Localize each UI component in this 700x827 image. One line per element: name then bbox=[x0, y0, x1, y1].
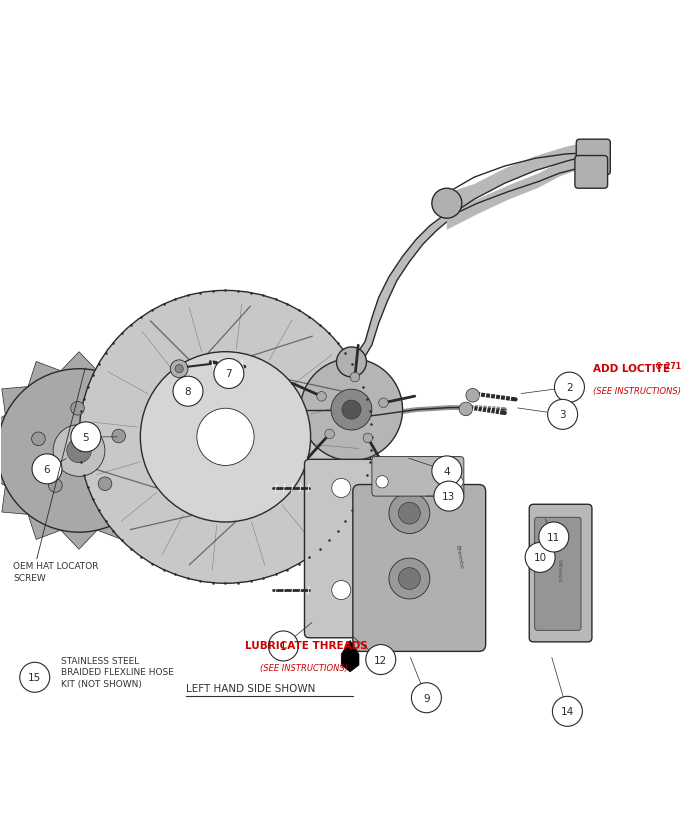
Circle shape bbox=[0, 370, 161, 533]
Circle shape bbox=[98, 477, 112, 491]
Circle shape bbox=[53, 425, 105, 477]
Circle shape bbox=[412, 683, 442, 713]
Circle shape bbox=[32, 454, 62, 485]
Circle shape bbox=[175, 366, 183, 373]
Circle shape bbox=[350, 373, 360, 382]
Circle shape bbox=[66, 438, 91, 463]
Text: 9: 9 bbox=[423, 693, 430, 703]
Polygon shape bbox=[2, 387, 28, 415]
Polygon shape bbox=[342, 641, 359, 672]
Circle shape bbox=[173, 377, 203, 407]
Text: Brembo: Brembo bbox=[454, 544, 463, 569]
Circle shape bbox=[554, 373, 584, 403]
Polygon shape bbox=[28, 514, 61, 540]
Polygon shape bbox=[130, 387, 156, 415]
Circle shape bbox=[398, 503, 420, 524]
Polygon shape bbox=[2, 486, 28, 514]
Circle shape bbox=[539, 523, 569, 552]
Text: 15: 15 bbox=[28, 672, 41, 682]
Text: 2: 2 bbox=[566, 383, 573, 393]
Polygon shape bbox=[153, 415, 175, 451]
Text: ® 271: ® 271 bbox=[654, 361, 680, 370]
Polygon shape bbox=[130, 486, 156, 514]
Text: 10: 10 bbox=[533, 552, 547, 562]
FancyBboxPatch shape bbox=[529, 504, 592, 642]
Polygon shape bbox=[97, 514, 130, 540]
Circle shape bbox=[197, 409, 254, 466]
Text: STAINLESS STEEL
BRAIDED FLEXLINE HOSE
KIT (NOT SHOWN): STAINLESS STEEL BRAIDED FLEXLINE HOSE KI… bbox=[61, 656, 174, 688]
Text: 8: 8 bbox=[185, 387, 191, 397]
Text: OEM HAT LOCATOR
SCREW: OEM HAT LOCATOR SCREW bbox=[13, 562, 99, 582]
Circle shape bbox=[398, 568, 420, 590]
FancyBboxPatch shape bbox=[304, 460, 375, 638]
Polygon shape bbox=[97, 362, 130, 387]
Circle shape bbox=[268, 631, 298, 661]
Polygon shape bbox=[61, 530, 97, 550]
Circle shape bbox=[32, 433, 46, 446]
Circle shape bbox=[71, 402, 85, 415]
Text: 1: 1 bbox=[280, 641, 287, 651]
Circle shape bbox=[432, 189, 462, 219]
Circle shape bbox=[112, 430, 125, 443]
Circle shape bbox=[331, 390, 372, 431]
Text: 14: 14 bbox=[561, 706, 574, 716]
Circle shape bbox=[547, 400, 577, 430]
Circle shape bbox=[71, 423, 101, 452]
Circle shape bbox=[525, 543, 555, 572]
Circle shape bbox=[317, 392, 326, 402]
Text: LUBRICATE THREADS: LUBRICATE THREADS bbox=[244, 640, 368, 650]
Circle shape bbox=[434, 481, 464, 511]
FancyBboxPatch shape bbox=[575, 156, 608, 189]
Circle shape bbox=[363, 433, 372, 443]
Polygon shape bbox=[0, 451, 6, 486]
Polygon shape bbox=[153, 451, 175, 486]
Circle shape bbox=[337, 347, 367, 377]
Circle shape bbox=[342, 400, 361, 419]
Text: ADD LOCTITE: ADD LOCTITE bbox=[594, 364, 671, 374]
Text: Wilwood: Wilwood bbox=[556, 558, 561, 581]
Circle shape bbox=[466, 389, 480, 403]
Text: 11: 11 bbox=[547, 533, 561, 543]
Polygon shape bbox=[447, 155, 585, 231]
Circle shape bbox=[459, 403, 473, 416]
Circle shape bbox=[48, 479, 62, 493]
Text: 5: 5 bbox=[83, 433, 89, 442]
Circle shape bbox=[432, 457, 462, 486]
Text: (SEE INSTRUCTIONS): (SEE INSTRUCTIONS) bbox=[594, 386, 681, 395]
Text: LEFT HAND SIDE SHOWN: LEFT HAND SIDE SHOWN bbox=[186, 683, 315, 693]
Polygon shape bbox=[351, 209, 457, 362]
FancyBboxPatch shape bbox=[576, 140, 610, 175]
FancyBboxPatch shape bbox=[372, 457, 464, 496]
Text: 12: 12 bbox=[374, 655, 387, 665]
Polygon shape bbox=[447, 143, 588, 218]
Circle shape bbox=[79, 291, 372, 584]
Circle shape bbox=[332, 479, 351, 498]
Text: 3: 3 bbox=[559, 410, 566, 420]
Text: 13: 13 bbox=[442, 491, 456, 501]
Circle shape bbox=[170, 361, 188, 378]
Circle shape bbox=[300, 359, 402, 461]
Text: 4: 4 bbox=[444, 466, 450, 476]
FancyBboxPatch shape bbox=[535, 518, 581, 630]
Text: 7: 7 bbox=[225, 369, 232, 379]
Circle shape bbox=[379, 399, 389, 408]
Polygon shape bbox=[61, 352, 97, 371]
Circle shape bbox=[214, 359, 244, 389]
Circle shape bbox=[389, 558, 430, 600]
Circle shape bbox=[376, 476, 389, 488]
Circle shape bbox=[332, 581, 351, 600]
Circle shape bbox=[389, 493, 430, 534]
Text: (SEE INSTRUCTIONS): (SEE INSTRUCTIONS) bbox=[260, 663, 347, 672]
Polygon shape bbox=[0, 415, 6, 451]
Text: 6: 6 bbox=[43, 464, 50, 474]
Circle shape bbox=[20, 662, 50, 692]
Polygon shape bbox=[28, 362, 61, 387]
Circle shape bbox=[451, 476, 463, 488]
Circle shape bbox=[325, 429, 335, 439]
Circle shape bbox=[366, 645, 396, 675]
FancyBboxPatch shape bbox=[353, 485, 486, 652]
Circle shape bbox=[140, 352, 311, 523]
Circle shape bbox=[552, 696, 582, 726]
